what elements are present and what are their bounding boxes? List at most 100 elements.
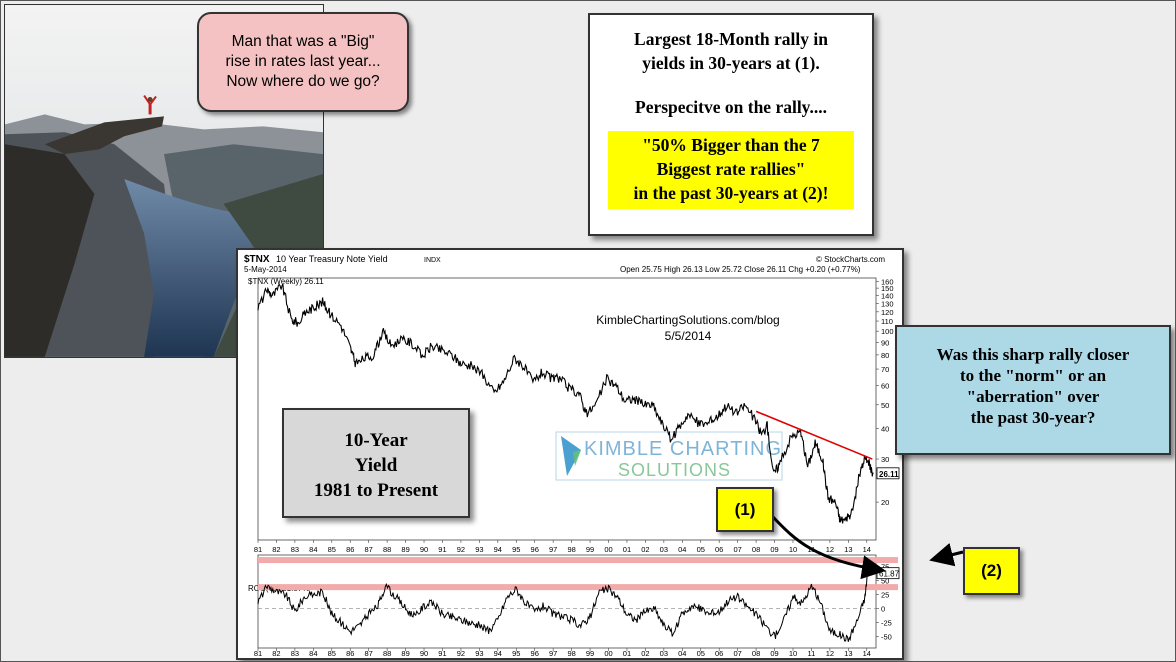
roc-x-tick-label: 10 <box>789 649 797 658</box>
price-y-tick-label: 120 <box>881 308 894 317</box>
roc-x-tick-label: 94 <box>494 649 502 658</box>
price-x-tick-label: 93 <box>475 545 483 554</box>
roc-y-tick-label: 0 <box>881 605 885 614</box>
chart-index: INDX <box>424 257 441 264</box>
roc-y-tick-label: -50 <box>881 633 892 642</box>
roc-x-tick-label: 12 <box>826 649 834 658</box>
logo-line1: KIMBLE CHARTING <box>584 438 782 460</box>
roc-x-tick-label: 06 <box>715 649 723 658</box>
price-y-tick-label: 50 <box>881 401 889 410</box>
watermark-site: KimbleChartingSolutions.com/blog <box>596 313 779 327</box>
logo-line2: SOLUTIONS <box>618 460 731 480</box>
price-x-tick-label: 94 <box>494 545 502 554</box>
kimble-logo: KIMBLE CHARTING SOLUTIONS <box>555 431 783 481</box>
price-x-tick-label: 91 <box>438 545 446 554</box>
last-roc-label: 61.87 <box>879 570 900 579</box>
price-x-tick-label: 81 <box>254 545 262 554</box>
price-x-tick-label: 04 <box>678 545 686 554</box>
arrow-1 <box>771 515 886 580</box>
price-x-tick-label: 13 <box>844 545 852 554</box>
price-y-tick-label: 130 <box>881 299 894 308</box>
roc-x-tick-label: 97 <box>549 649 557 658</box>
price-x-tick-label: 95 <box>512 545 520 554</box>
roc-x-tick-label: 82 <box>272 649 280 658</box>
roc-x-tick-label: 95 <box>512 649 520 658</box>
roc-x-tick-label: 87 <box>365 649 373 658</box>
speech-bubble: Man that was a "Big" rise in rates last … <box>197 12 409 112</box>
price-y-tick-label: 100 <box>881 327 894 336</box>
roc-x-tick-label: 99 <box>586 649 594 658</box>
price-y-tick-label: 150 <box>881 284 894 293</box>
roc-x-tick-label: 98 <box>567 649 575 658</box>
marker-1: (1) <box>716 487 774 532</box>
price-x-tick-label: 02 <box>641 545 649 554</box>
price-x-tick-label: 12 <box>826 545 834 554</box>
last-price-label: 26.11 <box>879 470 899 479</box>
price-y-tick-label: 110 <box>881 317 893 326</box>
price-y-tick-label: 30 <box>881 455 889 464</box>
price-x-tick-label: 89 <box>401 545 409 554</box>
last-price-box <box>876 467 900 480</box>
price-y-tick-label: 80 <box>881 351 889 360</box>
price-x-tick-label: 88 <box>383 545 391 554</box>
price-x-tick-label: 90 <box>420 545 428 554</box>
price-x-tick-label: 86 <box>346 545 354 554</box>
roc-band <box>258 584 898 591</box>
roc-x-tick-label: 92 <box>457 649 465 658</box>
price-x-tick-label: 83 <box>291 545 299 554</box>
roc-x-tick-label: 90 <box>420 649 428 658</box>
roc-x-tick-label: 07 <box>733 649 741 658</box>
roc-y-tick-label: -25 <box>881 619 892 628</box>
price-x-tick-label: 01 <box>623 545 631 554</box>
roc-band <box>258 557 898 564</box>
roc-x-tick-label: 81 <box>254 649 262 658</box>
roc-x-tick-label: 09 <box>770 649 778 658</box>
roc-x-tick-label: 14 <box>863 649 871 658</box>
price-x-tick-label: 09 <box>770 545 778 554</box>
roc-x-tick-label: 13 <box>844 649 852 658</box>
price-x-tick-label: 05 <box>697 545 705 554</box>
price-x-tick-label: 10 <box>789 545 797 554</box>
headline-line1: Largest 18-Month rally in yields in 30-y… <box>634 29 828 73</box>
arrow-2 <box>929 542 964 567</box>
price-x-tick-label: 96 <box>531 545 539 554</box>
roc-x-tick-label: 08 <box>752 649 760 658</box>
price-x-tick-label: 00 <box>604 545 612 554</box>
marker-2: (2) <box>963 547 1020 595</box>
roc-x-tick-label: 03 <box>660 649 668 658</box>
price-x-tick-label: 84 <box>309 545 317 554</box>
roc-x-tick-label: 85 <box>328 649 336 658</box>
roc-y-tick-label: 50 <box>881 576 889 585</box>
chart-symbol: $TNX <box>244 254 270 265</box>
roc-x-tick-label: 04 <box>678 649 686 658</box>
price-x-tick-label: 06 <box>715 545 723 554</box>
roc-x-tick-label: 05 <box>697 649 705 658</box>
price-x-tick-label: 07 <box>733 545 741 554</box>
headline-line2: Perspecitve on the rally.... <box>635 97 827 117</box>
chart-date: 5-May-2014 <box>244 265 287 274</box>
price-x-tick-label: 03 <box>660 545 668 554</box>
price-y-tick-label: 90 <box>881 338 889 347</box>
price-y-tick-label: 60 <box>881 381 889 390</box>
price-x-tick-label: 99 <box>586 545 594 554</box>
chart-source: © StockCharts.com <box>816 255 885 264</box>
roc-x-tick-label: 00 <box>604 649 612 658</box>
price-y-tick-label: 70 <box>881 365 889 374</box>
roc-x-tick-label: 91 <box>438 649 446 658</box>
watermark-date: 5/5/2014 <box>665 329 712 343</box>
price-x-tick-label: 14 <box>863 545 871 554</box>
price-x-tick-label: 87 <box>365 545 373 554</box>
price-y-tick-label: 40 <box>881 425 889 434</box>
question-box: Was this sharp rally closer to the "norm… <box>895 325 1171 455</box>
price-x-tick-label: 98 <box>567 545 575 554</box>
roc-x-tick-label: 83 <box>291 649 299 658</box>
price-y-tick-label: 160 <box>881 277 894 286</box>
price-x-tick-label: 85 <box>328 545 336 554</box>
climber-icon <box>143 94 157 115</box>
price-x-tick-label: 92 <box>457 545 465 554</box>
roc-x-tick-label: 88 <box>383 649 391 658</box>
price-plot-frame <box>257 277 877 541</box>
roc-x-tick-label: 89 <box>401 649 409 658</box>
price-x-tick-label: 08 <box>752 545 760 554</box>
